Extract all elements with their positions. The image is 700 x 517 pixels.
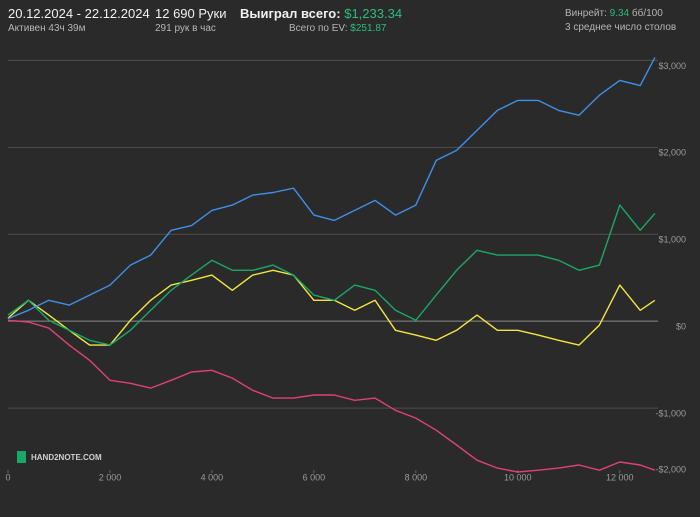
x-tick-label: 12 000 (606, 472, 634, 482)
x-tick-label: 0 (5, 472, 10, 482)
series-line (7, 269, 656, 346)
hands: 12 690 Руки (155, 6, 227, 21)
x-tick-label: 2 000 (99, 472, 122, 482)
winrate: Винрейт: 9.34 бб/100 (565, 8, 663, 19)
won: Выиграл всего: $1,233.34 (240, 6, 402, 21)
winrate-unit: бб/100 (631, 8, 663, 19)
dates: 20.12.2024 - 22.12.2024 (8, 6, 150, 21)
y-tick-label: -$1,000 (655, 408, 686, 418)
ev-value: $251.87 (350, 23, 387, 34)
y-tick-label: $1,000 (658, 235, 686, 245)
x-tick-label: 8 000 (405, 472, 428, 482)
won-label: Выиграл всего: (240, 6, 341, 21)
y-tick-label: $0 (676, 322, 686, 332)
winrate-label: Винрейт: (565, 8, 607, 19)
winrate-value: 9.34 (609, 8, 630, 19)
series-line (7, 204, 656, 346)
x-tick-label: 4 000 (201, 472, 224, 482)
active-time: Активен 43ч 39м (8, 23, 86, 34)
series-line (7, 57, 656, 320)
logo-icon (17, 451, 26, 463)
ev: Всего по EV: $251.87 (289, 23, 386, 34)
avg-tables: 3 среднее число столов (565, 22, 677, 33)
y-tick-label: -$2,000 (655, 464, 686, 474)
y-tick-label: $3,000 (658, 61, 686, 71)
logo: HAND2NOTE.COM (31, 453, 102, 462)
won-value: $1,233.34 (344, 6, 403, 21)
hands-per-hour: 291 рук в час (155, 23, 216, 34)
x-tick-label: 6 000 (303, 472, 326, 482)
series-line (7, 319, 656, 473)
ev-label: Всего по EV: (289, 23, 348, 34)
y-tick-label: $2,000 (658, 148, 686, 158)
x-tick-label: 10 000 (504, 472, 532, 482)
